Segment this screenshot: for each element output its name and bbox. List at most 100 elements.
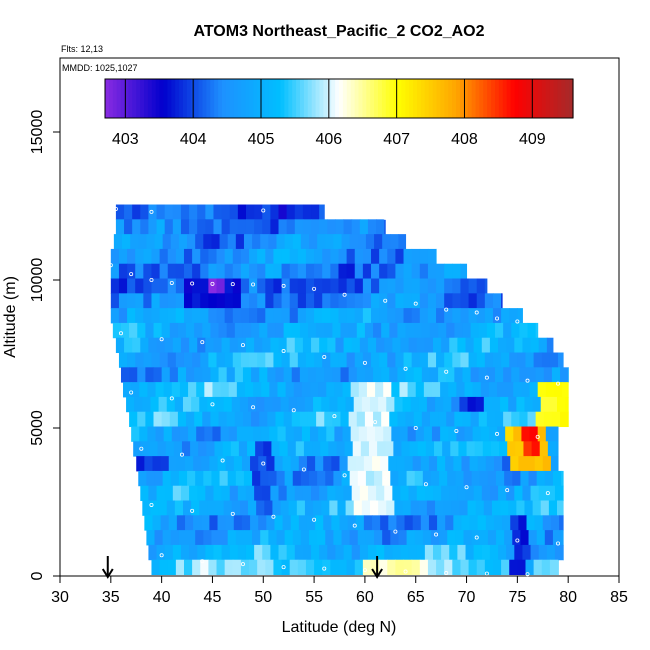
heatmap-cell: [487, 470, 497, 487]
heatmap-cell: [163, 382, 173, 398]
heatmap-cell: [151, 278, 161, 294]
heatmap-cell: [155, 426, 165, 442]
heatmap-cell: [465, 485, 475, 502]
heatmap-cell: [237, 337, 247, 354]
heatmap-cell: [448, 382, 457, 398]
heatmap-cell: [345, 396, 355, 413]
heatmap-cell: [468, 559, 478, 576]
observation-point: [383, 476, 388, 481]
heatmap-cell: [467, 500, 477, 516]
heatmap-cell: [319, 337, 328, 354]
heatmap-cell: [265, 278, 274, 294]
heatmap-cell: [426, 500, 436, 516]
heatmap-cell: [563, 544, 564, 561]
heatmap-cell: [488, 382, 498, 398]
heatmap-cell: [146, 530, 156, 546]
heatmap-cell: [204, 382, 213, 398]
heatmap-cell: [230, 441, 240, 457]
heatmap-cell: [389, 322, 398, 339]
observation-point: [332, 414, 337, 419]
x-tick-label: 30: [51, 589, 69, 606]
heatmap-cell: [150, 396, 160, 413]
heatmap-cell: [323, 515, 332, 531]
heatmap-cell: [175, 293, 185, 309]
heatmap-cell: [509, 308, 518, 324]
observation-point: [129, 272, 134, 277]
colorbar-cell: [319, 79, 324, 118]
heatmap-cell: [362, 278, 372, 294]
observation-point: [139, 446, 144, 451]
heatmap-cell: [471, 470, 481, 487]
heatmap-cell: [236, 382, 246, 398]
heatmap-cell: [530, 485, 540, 502]
heatmap-cell: [470, 411, 480, 428]
heatmap-cell: [359, 485, 369, 502]
heatmap-cell: [560, 411, 569, 428]
heatmap-cell: [144, 515, 153, 531]
heatmap-cell: [289, 263, 299, 280]
heatmap-cell: [211, 530, 221, 546]
observation-point: [403, 366, 408, 371]
heatmap-cell: [446, 367, 455, 383]
heatmap-cell: [160, 515, 170, 531]
heatmap-cell: [203, 234, 212, 250]
heatmap-cell: [288, 396, 298, 413]
heatmap-cell: [243, 530, 253, 546]
heatmap-cell: [172, 544, 182, 561]
heatmap-cell: [322, 308, 331, 324]
heatmap-cell: [180, 204, 190, 220]
heatmap-cell: [513, 382, 522, 398]
heatmap-cell: [417, 441, 427, 457]
heatmap-cell: [452, 308, 461, 324]
heatmap-cell: [457, 485, 467, 502]
heatmap-cell: [524, 396, 534, 413]
observation-point: [342, 292, 347, 297]
heatmap-cell: [562, 382, 569, 398]
heatmap-cell: [538, 337, 548, 354]
heatmap-cell: [205, 337, 214, 354]
heatmap-cell: [411, 248, 421, 265]
heatmap-cell: [411, 352, 421, 368]
heatmap-cell: [489, 485, 499, 502]
heatmap-cell: [306, 515, 316, 531]
heatmap-cell: [337, 500, 347, 516]
heatmap-cell: [145, 367, 155, 383]
observation-point: [281, 565, 286, 570]
heatmap-cell: [183, 559, 193, 576]
colorbar-cell: [124, 79, 129, 118]
heatmap-cell: [124, 219, 133, 235]
colorbar-cell: [549, 79, 555, 118]
heatmap-cell: [158, 396, 168, 413]
heatmap-cell: [435, 396, 444, 413]
heatmap-cell: [362, 263, 372, 280]
heatmap-cell: [386, 500, 395, 516]
heatmap-cell: [124, 337, 133, 354]
colorbar-cell: [140, 79, 145, 118]
heatmap-cell: [507, 441, 516, 457]
heatmap-cell: [278, 544, 288, 561]
heatmap-cell: [245, 485, 255, 502]
colorbar-cell: [557, 79, 562, 118]
heatmap-cell: [429, 367, 439, 383]
heatmap-cell: [130, 234, 139, 250]
heatmap-cell: [506, 485, 515, 502]
heatmap-cell: [383, 426, 392, 442]
heatmap-cell: [379, 352, 388, 368]
heatmap-cell: [292, 530, 302, 546]
colorbar-cell: [378, 79, 383, 118]
heatmap-cell: [213, 544, 223, 561]
heatmap-cell: [410, 500, 420, 516]
heatmap-cell: [309, 234, 318, 250]
colorbar-cell: [366, 79, 371, 118]
heatmap-cell: [167, 278, 177, 294]
colorbar-cell: [194, 79, 200, 118]
heatmap-cell: [129, 367, 138, 383]
heatmap-cell: [369, 500, 379, 516]
observation-point: [210, 402, 215, 407]
heatmap-cell: [126, 396, 135, 413]
heatmap-cell: [500, 396, 509, 413]
heatmap-cell: [330, 263, 339, 280]
heatmap-cell: [411, 293, 421, 309]
colorbar-cell: [202, 79, 207, 118]
heatmap-cell: [455, 470, 464, 487]
